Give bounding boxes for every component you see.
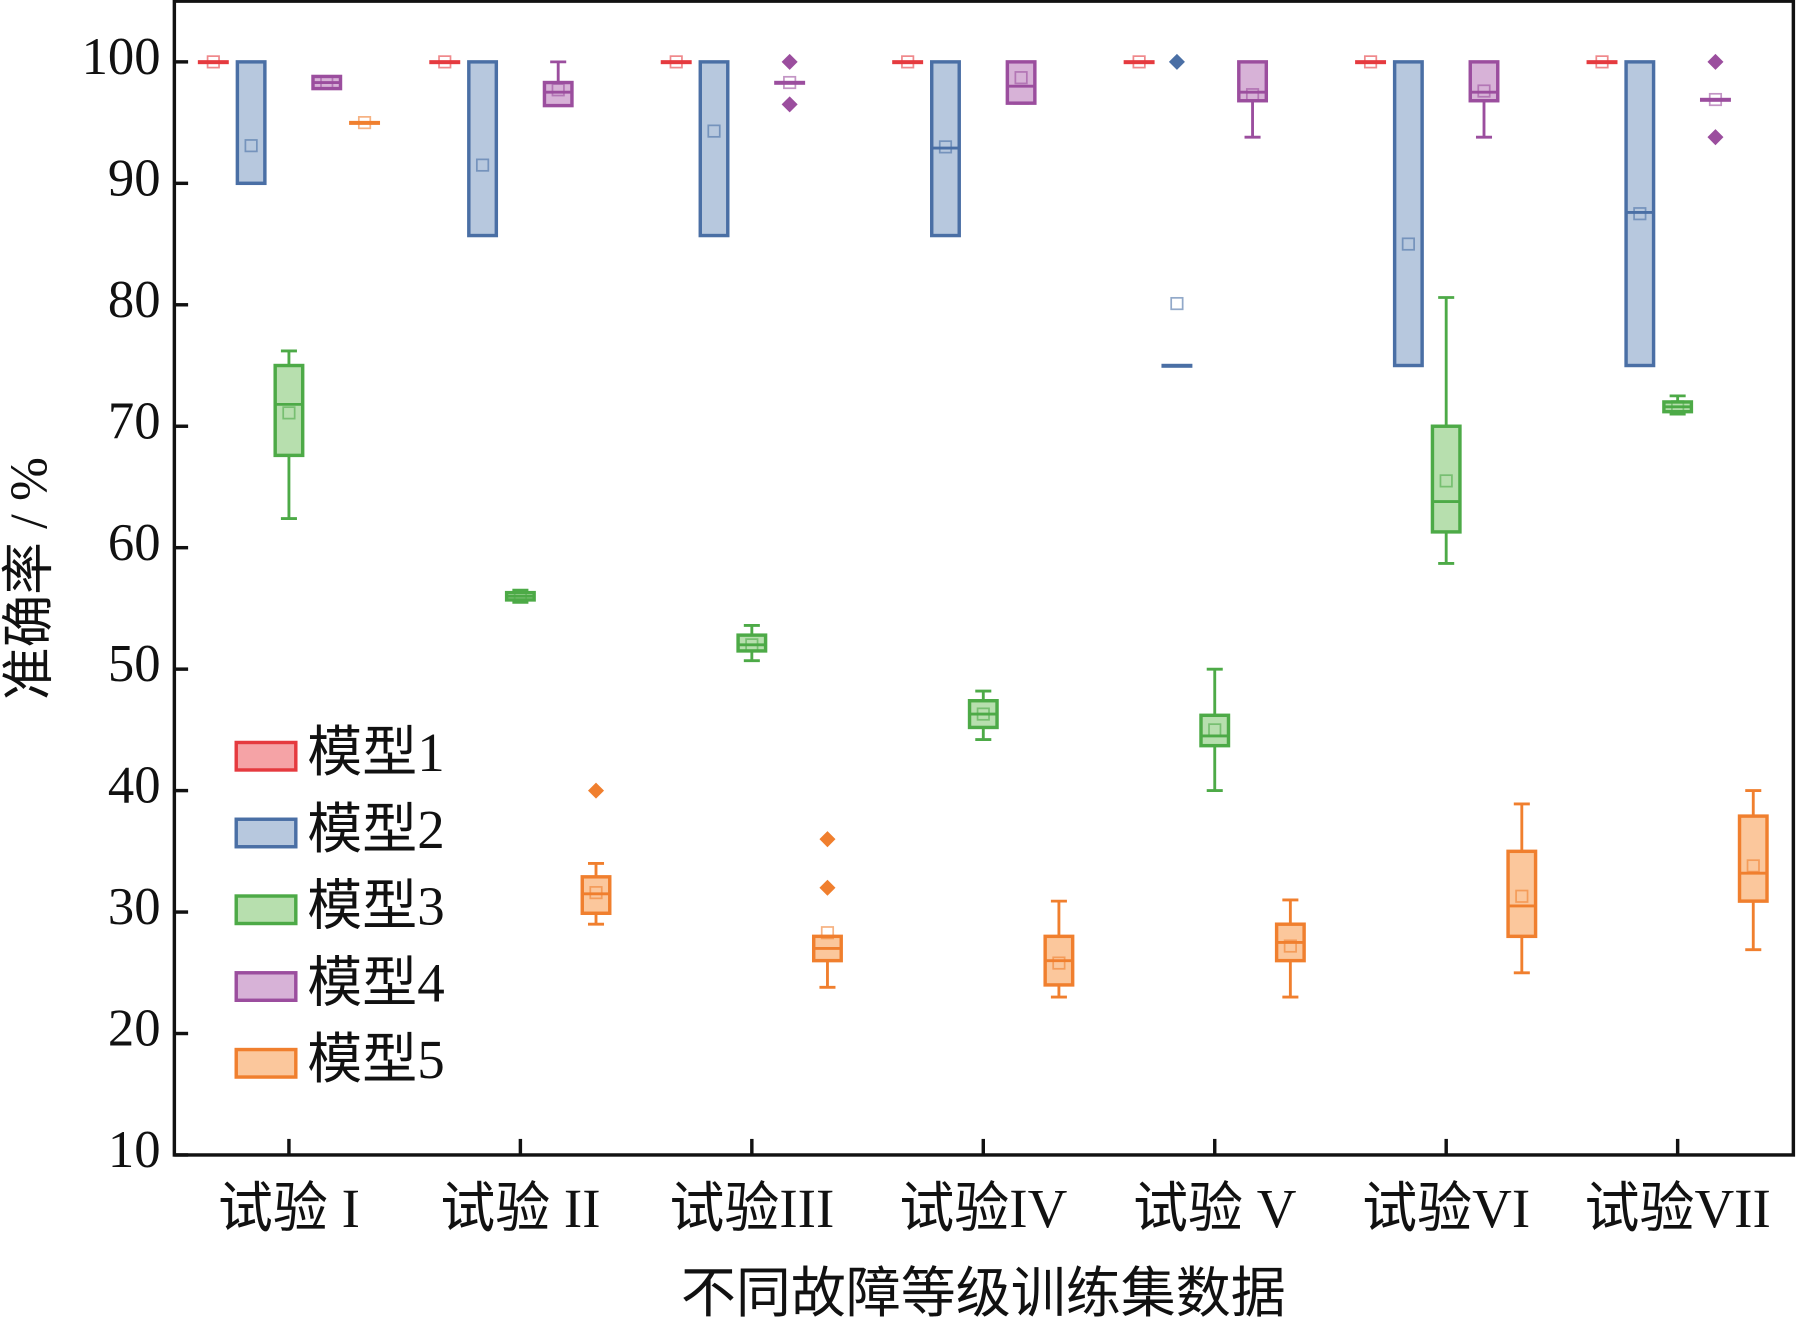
outlier xyxy=(781,53,798,70)
outlier xyxy=(1707,53,1724,70)
mean xyxy=(320,75,334,90)
box xyxy=(467,60,499,238)
outlier xyxy=(1707,129,1724,146)
mean xyxy=(357,116,372,130)
y-tick-label: 30 xyxy=(108,878,161,936)
x-tick-label: 试验VII xyxy=(1584,1178,1770,1239)
mean xyxy=(783,75,797,90)
box xyxy=(1392,60,1424,368)
mean xyxy=(976,707,990,721)
box xyxy=(1199,713,1231,748)
y-tick-label: 70 xyxy=(108,392,161,450)
mean xyxy=(1014,71,1028,85)
box xyxy=(1468,60,1500,103)
legend-swatch xyxy=(234,740,298,772)
mean xyxy=(745,638,759,652)
y-tick-label: 10 xyxy=(108,1121,161,1179)
legend-label: 模型5 xyxy=(307,1029,444,1090)
x-axis-label: 不同故障等级训练集数据 xyxy=(681,1263,1286,1324)
box xyxy=(1005,60,1037,105)
outlier xyxy=(1168,53,1185,70)
legend-label: 模型3 xyxy=(307,876,444,937)
mean xyxy=(1671,400,1685,414)
box xyxy=(235,60,267,186)
mean xyxy=(1477,84,1491,98)
mean xyxy=(1633,207,1647,221)
mean xyxy=(1439,474,1453,488)
mean xyxy=(1595,55,1609,69)
mean xyxy=(438,55,452,69)
mean xyxy=(513,589,527,603)
y-tick-label: 90 xyxy=(108,149,161,207)
mean xyxy=(1208,723,1222,737)
legend-swatch xyxy=(234,971,298,1002)
mean xyxy=(1283,939,1297,953)
x-tick-label: 试验VI xyxy=(1362,1178,1530,1239)
box xyxy=(1237,60,1269,103)
mean xyxy=(1052,956,1066,970)
y-tick-label: 80 xyxy=(108,271,161,329)
y-axis-label: 准确率 / % xyxy=(1,457,59,700)
x-tick-label: 试验 II xyxy=(440,1178,600,1239)
mean xyxy=(1363,55,1378,69)
mean xyxy=(669,55,683,69)
box xyxy=(1737,814,1769,903)
outlier xyxy=(587,782,605,799)
box xyxy=(1430,424,1462,534)
legend-swatch xyxy=(234,894,298,926)
mean xyxy=(475,158,490,172)
mean xyxy=(244,139,258,153)
mean xyxy=(589,886,603,900)
legend-label: 模型2 xyxy=(307,799,444,860)
legend-label: 模型1 xyxy=(307,722,444,783)
mean xyxy=(938,140,953,154)
x-tick-label: 试验III xyxy=(669,1178,834,1239)
y-tick-label: 50 xyxy=(108,635,161,693)
x-tick-label: 试验 I xyxy=(218,1178,360,1239)
mean xyxy=(1401,237,1415,251)
mean xyxy=(901,55,915,69)
mean xyxy=(1746,859,1760,873)
box xyxy=(1506,849,1538,939)
mean xyxy=(206,55,220,69)
y-tick-label: 100 xyxy=(82,28,161,86)
legend-swatch xyxy=(234,1047,298,1079)
box xyxy=(736,633,768,653)
outlier xyxy=(819,831,836,848)
mean xyxy=(820,926,835,940)
legend-label: 模型4 xyxy=(307,952,444,1013)
mean xyxy=(1170,296,1184,311)
y-tick-label: 20 xyxy=(108,1000,161,1058)
mean xyxy=(1245,88,1260,102)
box xyxy=(698,60,730,238)
mean xyxy=(1515,889,1529,903)
outlier xyxy=(781,96,798,113)
y-tick-label: 40 xyxy=(108,757,161,815)
mean xyxy=(551,83,565,97)
x-tick-label: 试验 V xyxy=(1133,1178,1297,1239)
y-tick-label: 60 xyxy=(108,514,161,572)
mean xyxy=(282,406,296,420)
mean xyxy=(707,124,721,138)
mean xyxy=(1708,92,1723,107)
box xyxy=(273,363,305,458)
box xyxy=(542,80,574,108)
legend-swatch xyxy=(234,817,298,849)
x-tick-label: 试验IV xyxy=(899,1178,1067,1239)
mean xyxy=(1132,55,1146,69)
outlier xyxy=(819,879,836,896)
